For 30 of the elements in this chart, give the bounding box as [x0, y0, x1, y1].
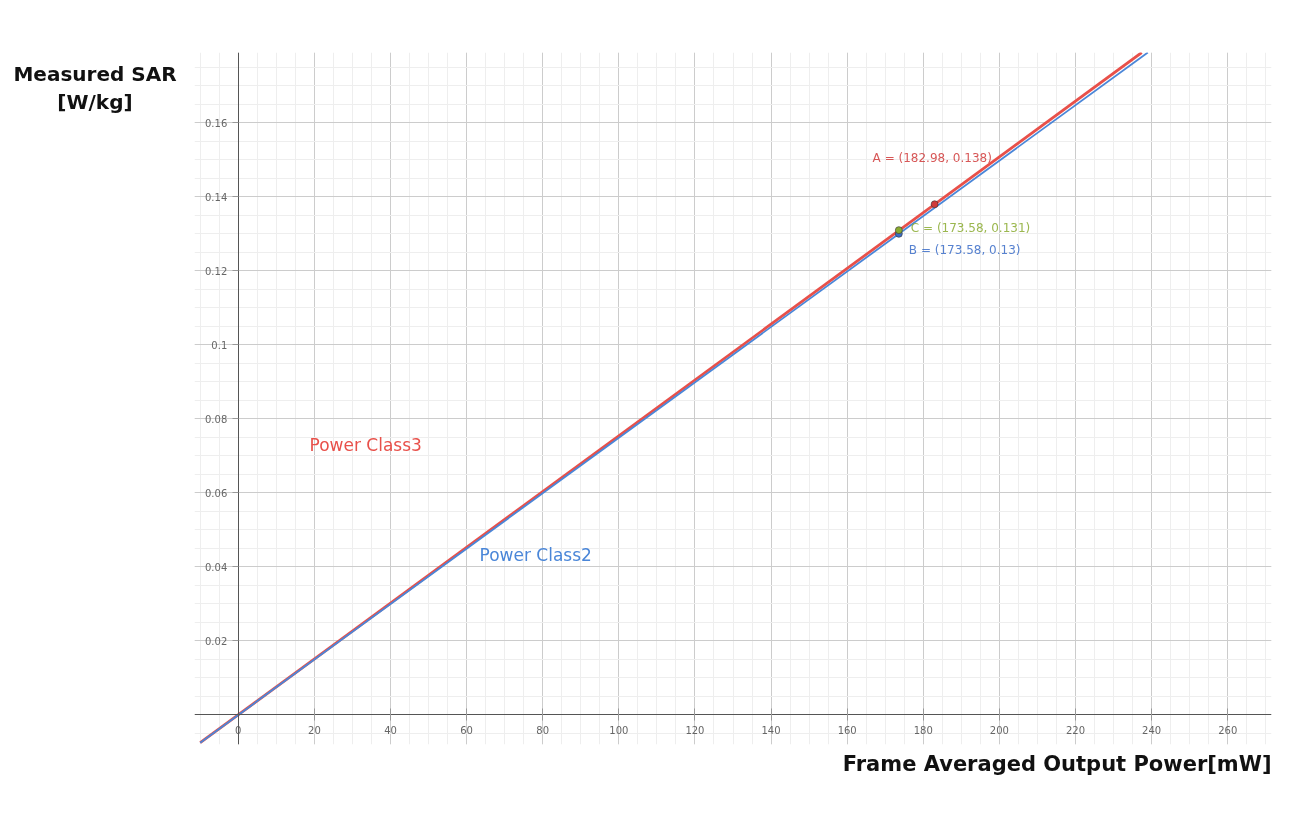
series-label: C = (173.58, 0.131) [910, 221, 1031, 236]
x-tick-label: 20 [308, 724, 321, 736]
point [895, 226, 903, 234]
text: A = (182.98, 0.138) [872, 151, 992, 166]
x-tick-label: 40 [384, 724, 397, 736]
point [930, 200, 939, 209]
y-tick-label: 0.02 [205, 635, 228, 647]
x-tick-label: 260 [1218, 724, 1238, 736]
x-tick-label: 160 [837, 724, 857, 736]
y-tick-label: 0.04 [205, 561, 228, 573]
series-label: Power Class2 [479, 544, 592, 565]
y-tick-label: 0.1 [211, 339, 228, 351]
y-tick-label: 0.06 [205, 487, 228, 499]
x-tick-label: 140 [761, 724, 781, 736]
x-tick-label: 60 [460, 724, 473, 736]
x-tick-label: 120 [685, 724, 705, 736]
y-tick-label: 0.14 [205, 191, 228, 203]
series-label: B = (173.58, 0.13) [908, 242, 1021, 257]
text: Power Class3 [309, 434, 422, 455]
y-tick-label: 0.12 [205, 265, 228, 277]
x-axis-title: Frame Averaged Output Power[mW] [842, 751, 1272, 776]
x-tick-label: 200 [989, 724, 1009, 736]
x-tick-label: 220 [1065, 724, 1086, 736]
x-tick-label: 180 [913, 724, 933, 736]
x-tick-label: 100 [609, 724, 629, 736]
y-tick-label: 0.16 [205, 117, 228, 129]
y-axis-title: Measured SAR [W/kg] [13, 61, 177, 116]
y-tick-label: 0.08 [205, 413, 228, 425]
x-tick-label: 80 [536, 724, 550, 736]
x-tick-label: 240 [1142, 724, 1162, 736]
